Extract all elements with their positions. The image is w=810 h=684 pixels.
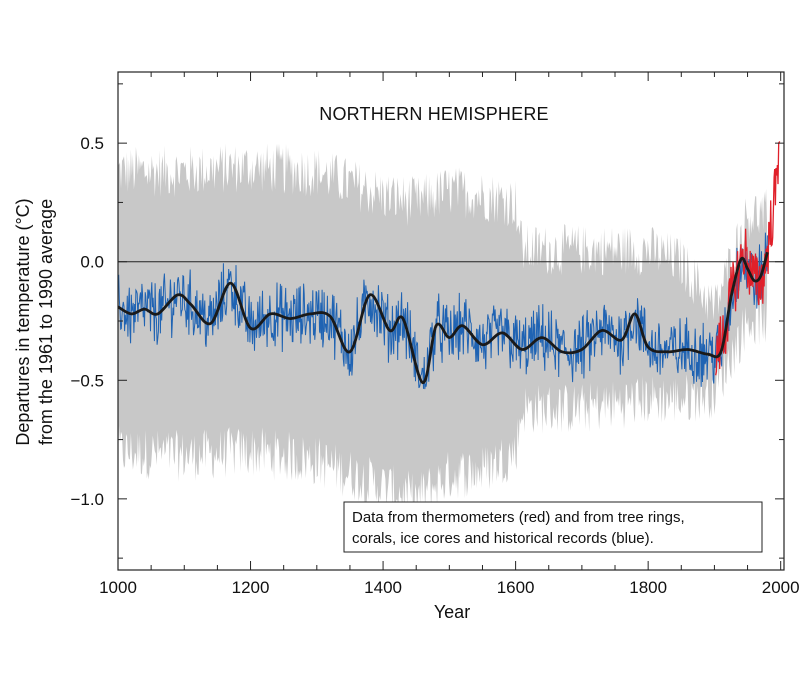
legend-frame	[343, 501, 763, 553]
x-tick-label: 1600	[497, 578, 535, 597]
smoothed-series-line	[118, 251, 769, 385]
x-tick-label: 2000	[762, 578, 800, 597]
series-layer	[118, 141, 781, 390]
y-axis-title-line-2: from the 1961 to 1990 average	[36, 199, 56, 445]
axis-tick-labels: 1000 1200 1400 1600 1800 2000 0.5 0.0 −0.5 −1.0	[70, 134, 799, 597]
x-axis-title: Year	[434, 602, 470, 622]
legend-line-2: corals, ice cores and historical records…	[352, 530, 654, 547]
x-tick-label: 1400	[364, 578, 402, 597]
legend-box: Data from thermometers (red) and from tr…	[343, 501, 763, 553]
y-tick-label: 0.5	[80, 134, 104, 153]
proxy-series-line	[118, 232, 768, 390]
y-axis-title-line-1: Departures in temperature (°C)	[13, 198, 33, 445]
x-tick-label: 1000	[99, 578, 137, 597]
y-axis-title: Departures in temperature (°C) from the …	[13, 198, 56, 445]
legend-line-1: Data from thermometers (red) and from tr…	[352, 509, 685, 526]
y-tick-label: −0.5	[70, 371, 104, 390]
y-tick-label: −1.0	[70, 490, 104, 509]
x-tick-label: 1800	[629, 578, 667, 597]
axis-ticks	[117, 72, 784, 570]
chart-title: NORTHERN HEMISPHERE	[319, 104, 549, 124]
x-tick-label: 1200	[232, 578, 270, 597]
y-tick-label: 0.0	[80, 253, 104, 272]
